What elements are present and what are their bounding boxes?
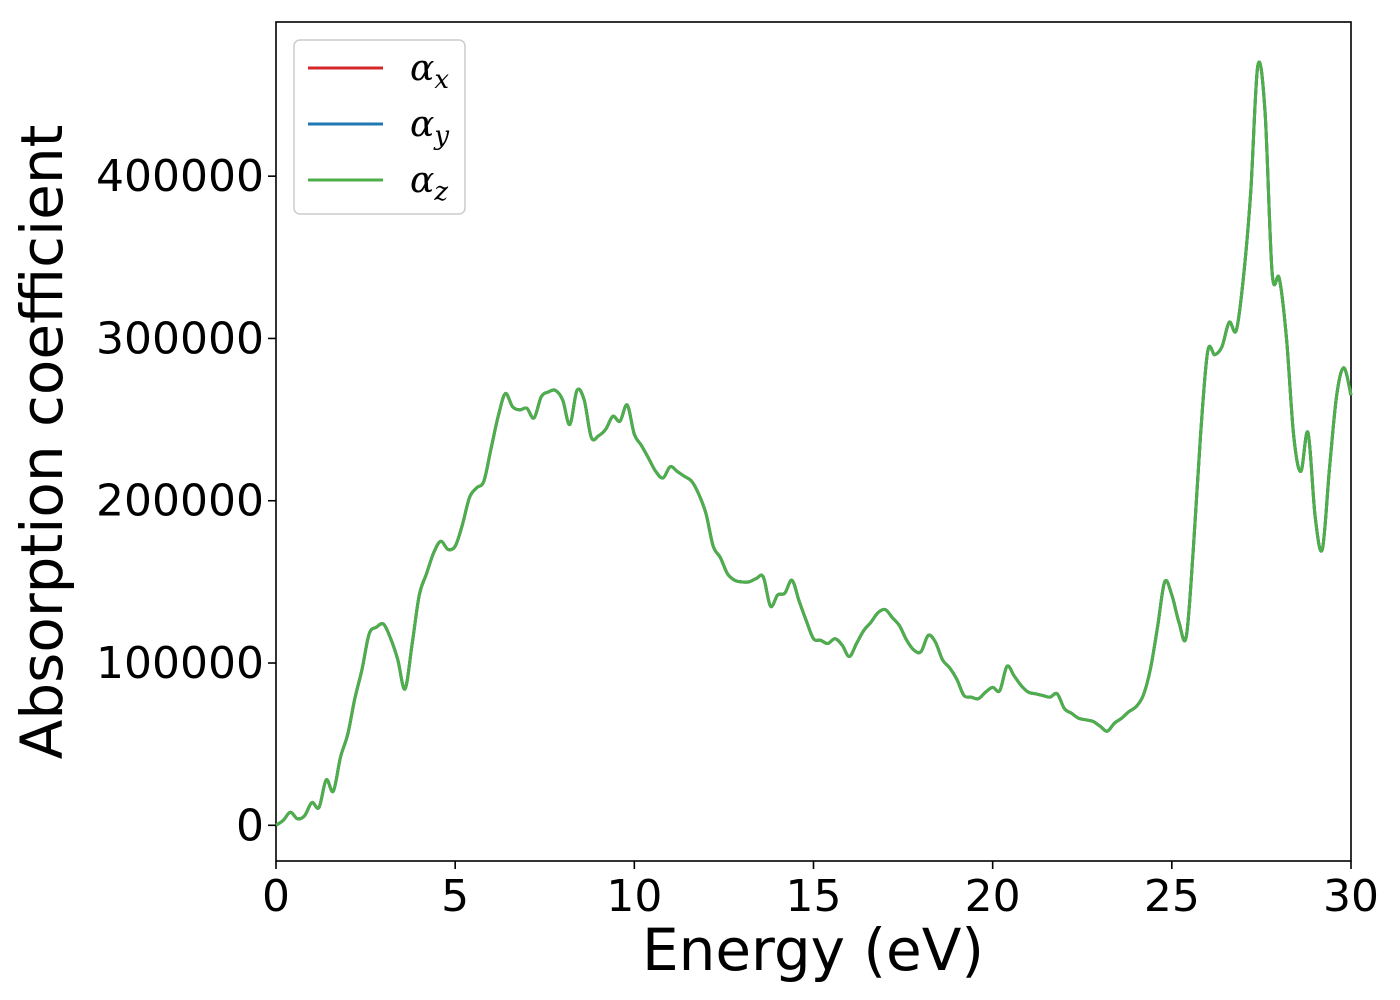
x-tick-label: 25 — [1144, 871, 1200, 922]
y-tick-label: 0 — [236, 800, 264, 851]
y-tick-label: 200000 — [96, 476, 264, 527]
series-layer — [275, 60, 1353, 827]
x-axis: 0 5 10 15 20 25 30 — [262, 861, 1379, 922]
legend-box — [293, 39, 466, 215]
x-tick-label: 30 — [1323, 871, 1379, 922]
x-axis-label: Energy (eV) — [642, 916, 984, 984]
x-tick-label: 20 — [965, 871, 1021, 922]
legend-label-y: αy — [410, 104, 449, 151]
series-line-z — [275, 60, 1353, 827]
x-tick-label: 15 — [786, 871, 842, 922]
x-tick-label: 5 — [441, 871, 469, 922]
y-axis-label: Absorption coefficient — [8, 125, 76, 760]
y-axis: 0 100000 200000 300000 400000 — [96, 151, 276, 851]
legend-label-x: αx — [410, 48, 449, 95]
y-tick-label: 100000 — [96, 638, 264, 689]
y-tick-label: 300000 — [96, 313, 264, 364]
x-tick-label: 10 — [606, 871, 662, 922]
x-tick-label: 0 — [262, 871, 290, 922]
y-tick-label: 400000 — [96, 151, 264, 202]
